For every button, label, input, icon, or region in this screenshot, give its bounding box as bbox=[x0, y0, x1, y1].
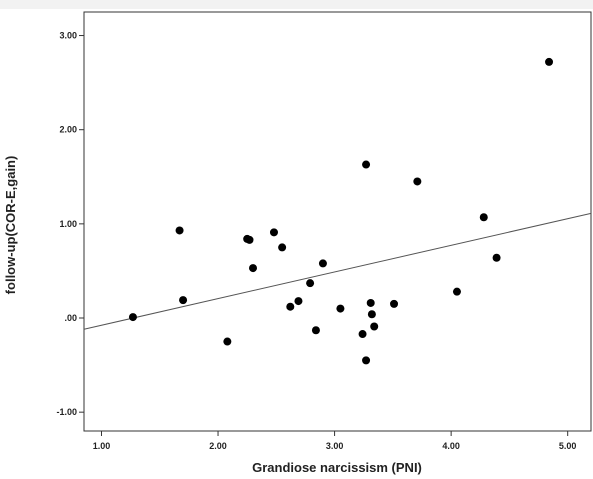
data-point bbox=[336, 304, 345, 313]
data-point bbox=[479, 213, 488, 222]
x-tick-label: 2.00 bbox=[209, 441, 227, 451]
regression-line bbox=[83, 212, 592, 330]
data-point bbox=[370, 322, 379, 331]
y-tick-label: 3.00 bbox=[59, 31, 77, 41]
data-point bbox=[294, 297, 303, 306]
top-strip bbox=[0, 0, 593, 9]
y-tick-label: 1.00 bbox=[59, 219, 77, 229]
data-point bbox=[245, 235, 254, 244]
data-point bbox=[367, 310, 376, 319]
data-point bbox=[358, 330, 367, 339]
data-point bbox=[269, 228, 278, 237]
data-point bbox=[286, 302, 295, 311]
x-tick-label: 5.00 bbox=[559, 441, 577, 451]
data-point bbox=[249, 264, 257, 273]
y-tick-label: .00 bbox=[64, 313, 77, 323]
x-axis-title: Grandiose narcissism (PNI) bbox=[252, 460, 422, 475]
y-axis: 3.00 2.00 1.00 .00 -1.00 bbox=[56, 31, 84, 417]
data-point bbox=[128, 313, 137, 322]
data-point bbox=[390, 299, 399, 308]
data-point bbox=[413, 177, 422, 186]
x-tick-label: 4.00 bbox=[442, 441, 460, 451]
x-axis: 1.00 2.00 3.00 4.00 5.00 bbox=[93, 431, 577, 451]
data-point bbox=[362, 160, 371, 169]
data-point bbox=[306, 279, 315, 288]
data-point bbox=[278, 243, 287, 252]
data-point bbox=[311, 326, 320, 335]
data-points bbox=[128, 57, 554, 365]
y-tick-label: 2.00 bbox=[59, 125, 77, 135]
data-point bbox=[492, 253, 501, 262]
data-point bbox=[223, 337, 232, 346]
plot-frame bbox=[83, 11, 592, 432]
data-point bbox=[179, 296, 188, 305]
data-point bbox=[318, 259, 327, 268]
data-point bbox=[175, 226, 184, 235]
data-point bbox=[362, 356, 371, 365]
data-point bbox=[545, 57, 554, 66]
data-point bbox=[452, 287, 461, 296]
x-tick-label: 1.00 bbox=[93, 441, 111, 451]
x-tick-label: 3.00 bbox=[326, 441, 344, 451]
y-axis-title: follow-up(COR-E,gain) bbox=[3, 156, 18, 295]
data-point bbox=[366, 298, 375, 307]
y-tick-label: -1.00 bbox=[56, 407, 77, 417]
